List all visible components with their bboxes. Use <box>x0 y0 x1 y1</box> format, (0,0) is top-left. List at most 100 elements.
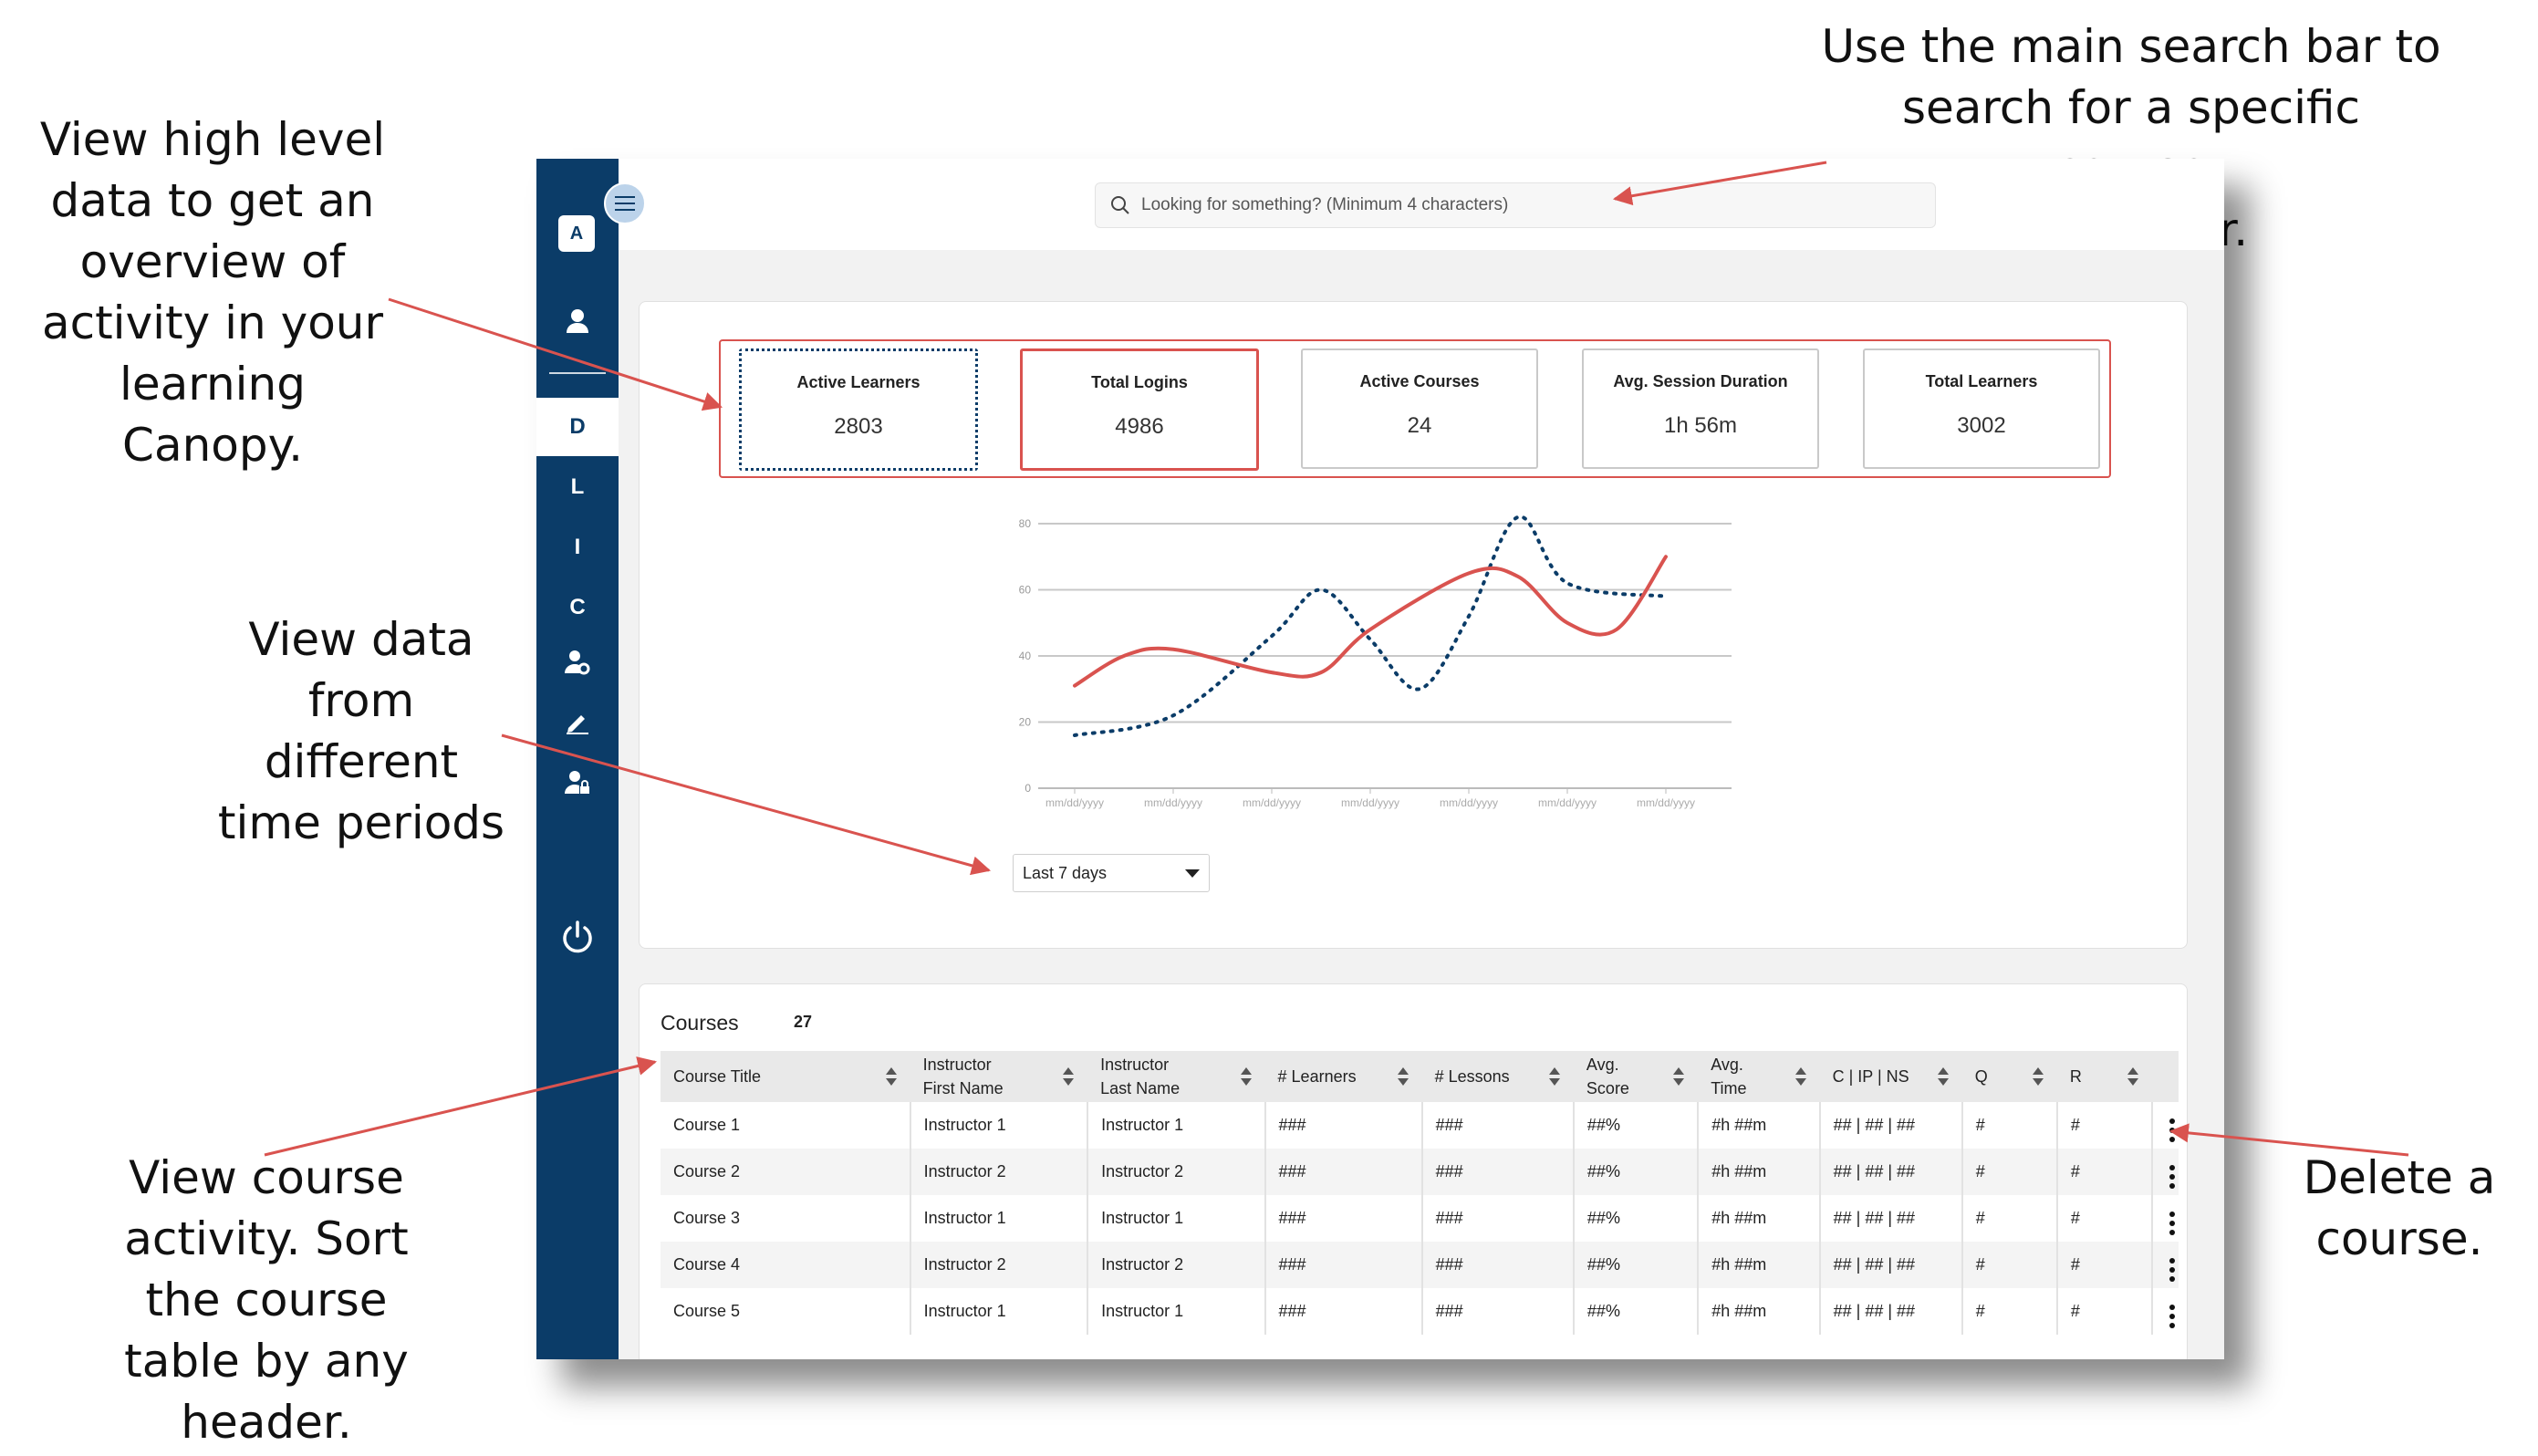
search-input[interactable]: Looking for something? (Minimum 4 charac… <box>1095 182 1936 228</box>
top-bar: Looking for something? (Minimum 4 charac… <box>619 159 2224 250</box>
time-range-value: Last 7 days <box>1023 863 1108 882</box>
row-actions <box>2152 1288 2179 1335</box>
table-row[interactable]: Course 1 Instructor 1 Instructor 1 ### ### ##… <box>661 1102 2179 1149</box>
table-cell: ### <box>1421 1195 1575 1242</box>
user-gear-icon[interactable] <box>536 650 619 681</box>
table-row[interactable]: Course 5 Instructor 1 Instructor 1 ### ### ##… <box>661 1288 2179 1335</box>
column-header[interactable]: C | IP | NS <box>1819 1051 1962 1102</box>
sort-icon[interactable] <box>1672 1066 1685 1087</box>
series-line-solid <box>1073 555 1668 688</box>
stat-card-active-courses[interactable]: Active Courses 24 <box>1301 348 1538 469</box>
table-cell: Instructor 1 <box>1087 1102 1266 1149</box>
table-cell: Instructor 1 <box>1087 1195 1266 1242</box>
account-avatar[interactable]: A <box>558 215 595 252</box>
table-cell: #h ##m <box>1698 1242 1821 1288</box>
stat-card-avg-session-duration[interactable]: Avg. Session Duration 1h 56m <box>1582 348 1819 469</box>
table-cell: #h ##m <box>1698 1195 1821 1242</box>
table-cell: ##% <box>1573 1102 1700 1149</box>
search-placeholder: Looking for something? (Minimum 4 charac… <box>1141 195 1509 214</box>
column-header-label: Avg. Time <box>1711 1056 1747 1097</box>
y-tick-label: 60 <box>1019 584 1032 597</box>
row-actions <box>2152 1195 2179 1242</box>
column-header[interactable]: # Lessons <box>1421 1051 1574 1102</box>
stat-card-active-learners[interactable]: Active Learners 2803 <box>739 348 978 471</box>
row-actions <box>2152 1242 2179 1288</box>
overview-note: View high level data to get an overview … <box>39 113 386 472</box>
y-tick-label: 80 <box>1019 517 1032 530</box>
y-tick-label: 20 <box>1019 716 1032 729</box>
time-periods-note: View data from different time periods <box>217 613 505 849</box>
table-cell: Instructor 2 <box>1087 1149 1266 1195</box>
table-cell: ## | ## | ## <box>1819 1195 1963 1242</box>
user-lock-icon[interactable] <box>536 770 619 802</box>
series-line-dotted <box>1073 515 1668 737</box>
row-actions <box>2152 1102 2179 1149</box>
table-cell: Course 5 <box>661 1288 911 1335</box>
column-header-label: Course Title <box>673 1067 762 1086</box>
power-icon[interactable] <box>536 920 619 961</box>
sort-icon[interactable] <box>1794 1066 1807 1087</box>
stat-value: 1h 56m <box>1663 413 1738 438</box>
sort-icon[interactable] <box>1397 1066 1409 1087</box>
table-cell: # <box>2056 1102 2154 1149</box>
column-header[interactable]: # Learners <box>1264 1051 1422 1102</box>
column-header-label: Instructor First Name <box>922 1056 1004 1097</box>
table-cell: ### <box>1421 1102 1575 1149</box>
column-header[interactable]: Q <box>1961 1051 2057 1102</box>
x-tick-label: mm/dd/yyyy <box>1045 796 1104 809</box>
column-header[interactable]: R <box>2056 1051 2152 1102</box>
column-header[interactable]: Course Title <box>661 1051 910 1102</box>
column-header[interactable]: Avg. Score <box>1573 1051 1699 1102</box>
sort-icon[interactable] <box>2032 1066 2044 1087</box>
sort-icon[interactable] <box>1062 1066 1075 1087</box>
kebab-menu-icon[interactable] <box>2166 1257 2179 1282</box>
kebab-menu-icon[interactable] <box>2166 1304 2179 1328</box>
sort-icon[interactable] <box>1240 1066 1253 1087</box>
table-cell: ## | ## | ## <box>1819 1288 1963 1335</box>
kebab-menu-icon[interactable] <box>2166 1164 2179 1189</box>
x-tick-label: mm/dd/yyyy <box>1440 796 1498 809</box>
stat-label: Active Courses <box>1359 372 1480 390</box>
kebab-menu-icon[interactable] <box>2166 1211 2179 1235</box>
table-cell: #h ##m <box>1698 1288 1821 1335</box>
stat-card-total-logins[interactable]: Total Logins 4986 <box>1020 348 1259 471</box>
sidebar-item-c[interactable]: C <box>569 595 586 619</box>
sidebar-item-l[interactable]: L <box>570 474 585 499</box>
user-icon[interactable] <box>536 308 619 340</box>
table-cell: Course 2 <box>661 1149 911 1195</box>
table-cell: # <box>2056 1288 2154 1335</box>
column-header-label: # Learners <box>1277 1067 1357 1086</box>
table-row[interactable]: Course 4 Instructor 2 Instructor 2 ### ### ##… <box>661 1242 2179 1288</box>
column-header[interactable]: Instructor First Name <box>910 1051 1088 1102</box>
app-window: A D L I C Looking for something? (Min <box>536 159 2224 1359</box>
column-header[interactable]: Avg. Time <box>1698 1051 1820 1102</box>
x-tick-label: mm/dd/yyyy <box>1637 796 1695 809</box>
sort-icon[interactable] <box>1548 1066 1561 1087</box>
table-row[interactable]: Course 3 Instructor 1 Instructor 1 ### ### ##… <box>661 1195 2179 1242</box>
kebab-menu-icon[interactable] <box>2166 1118 2179 1142</box>
pencil-icon[interactable] <box>536 710 619 742</box>
table-cell: # <box>2056 1149 2154 1195</box>
table-cell: ### <box>1264 1195 1423 1242</box>
table-cell: ## | ## | ## <box>1819 1242 1963 1288</box>
column-header[interactable]: Instructor Last Name <box>1087 1051 1265 1102</box>
table-row[interactable]: Course 2 Instructor 2 Instructor 2 ### ### ##… <box>661 1149 2179 1195</box>
table-cell: Instructor 1 <box>1087 1288 1266 1335</box>
table-cell: Instructor 1 <box>910 1288 1089 1335</box>
stat-value: 4986 <box>1115 414 1164 439</box>
sort-icon[interactable] <box>1937 1066 1950 1087</box>
sidebar-item-i[interactable]: I <box>574 535 581 559</box>
sort-icon[interactable] <box>2127 1066 2139 1087</box>
table-cell: ### <box>1264 1102 1423 1149</box>
time-range-select[interactable]: Last 7 days <box>1013 854 1210 892</box>
stat-card-total-learners[interactable]: Total Learners 3002 <box>1863 348 2100 469</box>
table-cell: Instructor 2 <box>910 1149 1089 1195</box>
table-note: View course activity. Sort the course ta… <box>124 1151 409 1449</box>
table-cell: # <box>1961 1195 2058 1242</box>
table-cell: Instructor 1 <box>910 1102 1089 1149</box>
hamburger-icon[interactable] <box>604 182 646 224</box>
x-tick-label: mm/dd/yyyy <box>1144 796 1202 809</box>
sort-icon[interactable] <box>885 1066 898 1087</box>
table-header-row: Course Title Instructor First Name Instruct… <box>661 1051 2179 1102</box>
sidebar-item-d[interactable]: D <box>569 414 586 439</box>
